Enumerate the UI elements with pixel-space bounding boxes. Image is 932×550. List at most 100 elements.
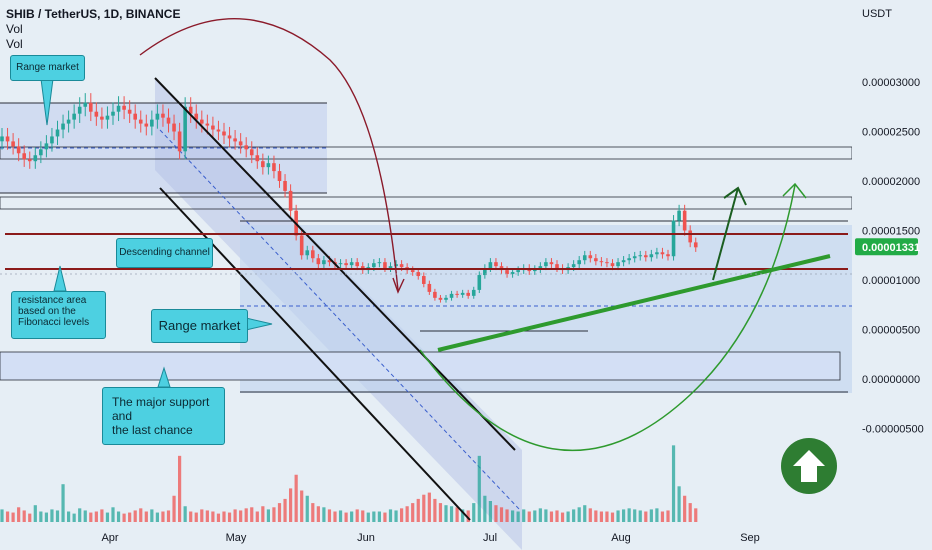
volume-bar [161, 511, 165, 522]
volume-bar [660, 511, 665, 522]
price-tick-label: 0.00000000 [862, 374, 920, 386]
volume-bar [128, 512, 132, 522]
volume-bar [222, 511, 226, 522]
volume-bar [189, 511, 193, 522]
candle-body [177, 131, 182, 152]
price-axis[interactable]: USDT 0.00003000 0.00002500 0.00002000 0.000… [852, 0, 932, 550]
candle-body [116, 105, 121, 112]
volume-bar [688, 503, 692, 522]
vol-indicator-label[interactable]: Vol [6, 37, 23, 51]
volume-bar [483, 495, 487, 522]
volume-bar [39, 511, 43, 522]
volume-bar [344, 512, 348, 522]
drawing-layer-front [0, 18, 852, 521]
candle-body [72, 113, 76, 120]
range-market-text: Range market [16, 62, 79, 73]
volume-bar [416, 498, 420, 522]
candle-body [83, 102, 88, 107]
volume-bar [78, 508, 82, 522]
volume-bar [599, 511, 603, 522]
volume-bar [477, 455, 481, 522]
volume-bars [0, 445, 698, 522]
volume-bar [144, 511, 148, 522]
volume-bar [627, 508, 631, 522]
candle-body [155, 113, 160, 120]
time-axis[interactable]: Apr May Jun Jul Aug Sep [101, 532, 759, 544]
volume-bar [255, 511, 259, 522]
major-support-callout[interactable]: The major support and the last chance [102, 387, 225, 445]
volume-bar [44, 512, 48, 522]
volume-bar [566, 511, 570, 522]
volume-bar [294, 474, 298, 522]
volume-bar [89, 512, 93, 522]
range-market-mid-callout[interactable]: Range market [151, 309, 248, 343]
support-zone-box [0, 351, 841, 381]
volume-bar [5, 511, 10, 522]
candle-body [577, 260, 581, 265]
arrow-up-circle-icon[interactable] [781, 438, 837, 494]
candle-body [244, 145, 248, 150]
volume-bar [61, 484, 65, 522]
symbol-title[interactable]: SHIB / TetherUS, 1D, BINANCE [6, 7, 181, 21]
resistance-area-text: resistance area based on the Fibonacci l… [18, 295, 90, 328]
candle-body [455, 293, 459, 295]
volume-bar [505, 509, 509, 522]
volume-bar [300, 490, 304, 522]
candle-body [183, 106, 187, 152]
vol-indicator-label[interactable]: Vol [6, 22, 23, 36]
volume-bar [616, 510, 620, 522]
candle-body [111, 111, 115, 116]
candle-body [632, 256, 637, 259]
current-price-label: 0.00001331 [862, 242, 920, 254]
candle-body [677, 210, 681, 221]
arrow-up-glyph [793, 450, 825, 482]
volume-bar [11, 512, 15, 522]
volume-bar [155, 512, 159, 522]
candle-body [255, 155, 260, 162]
volume-bar [549, 511, 554, 522]
descending-channel-callout[interactable]: Descending channel [116, 238, 213, 268]
candle-body [477, 275, 482, 290]
cup-curve [419, 184, 796, 451]
month-tick-label: Aug [611, 532, 631, 544]
volume-bar [383, 512, 387, 522]
volume-bar [655, 508, 659, 522]
volume-bar [461, 509, 465, 522]
volume-bar [444, 505, 448, 522]
candle-body [533, 269, 537, 272]
volume-bar [538, 508, 542, 522]
candle-body [621, 260, 626, 263]
major-support-line-3: the last chance [112, 423, 193, 437]
candle-body [299, 235, 304, 256]
candle-body [322, 260, 326, 265]
candle-body [688, 230, 692, 243]
volume-bar [622, 509, 626, 522]
candle-body [277, 171, 282, 181]
candle-body [127, 109, 132, 114]
volume-bar [67, 511, 71, 522]
volume-bar [194, 512, 198, 522]
candle-body [372, 263, 376, 268]
volume-bar [122, 513, 126, 522]
range-market-callout[interactable]: Range market [10, 55, 85, 81]
candle-body [227, 135, 232, 139]
candle-body [399, 264, 404, 268]
volume-bar [72, 513, 76, 522]
candle-body [50, 136, 54, 144]
candle-body [94, 111, 99, 117]
candle-body [427, 283, 432, 292]
breakout-arrow-head [723, 186, 747, 206]
candle-body [605, 262, 609, 264]
resistance-area-callout[interactable]: resistance area based on the Fibonacci l… [11, 291, 106, 339]
volume-bar [305, 495, 309, 522]
volume-bar [560, 512, 565, 522]
volume-bar [533, 510, 537, 522]
volume-bar [388, 509, 393, 522]
volume-bar [316, 506, 320, 522]
candle-body [655, 252, 659, 255]
candle-body [238, 141, 243, 146]
price-tick-label: 0.00001500 [862, 226, 920, 238]
candle-body [344, 263, 348, 266]
volume-bar [205, 510, 209, 522]
